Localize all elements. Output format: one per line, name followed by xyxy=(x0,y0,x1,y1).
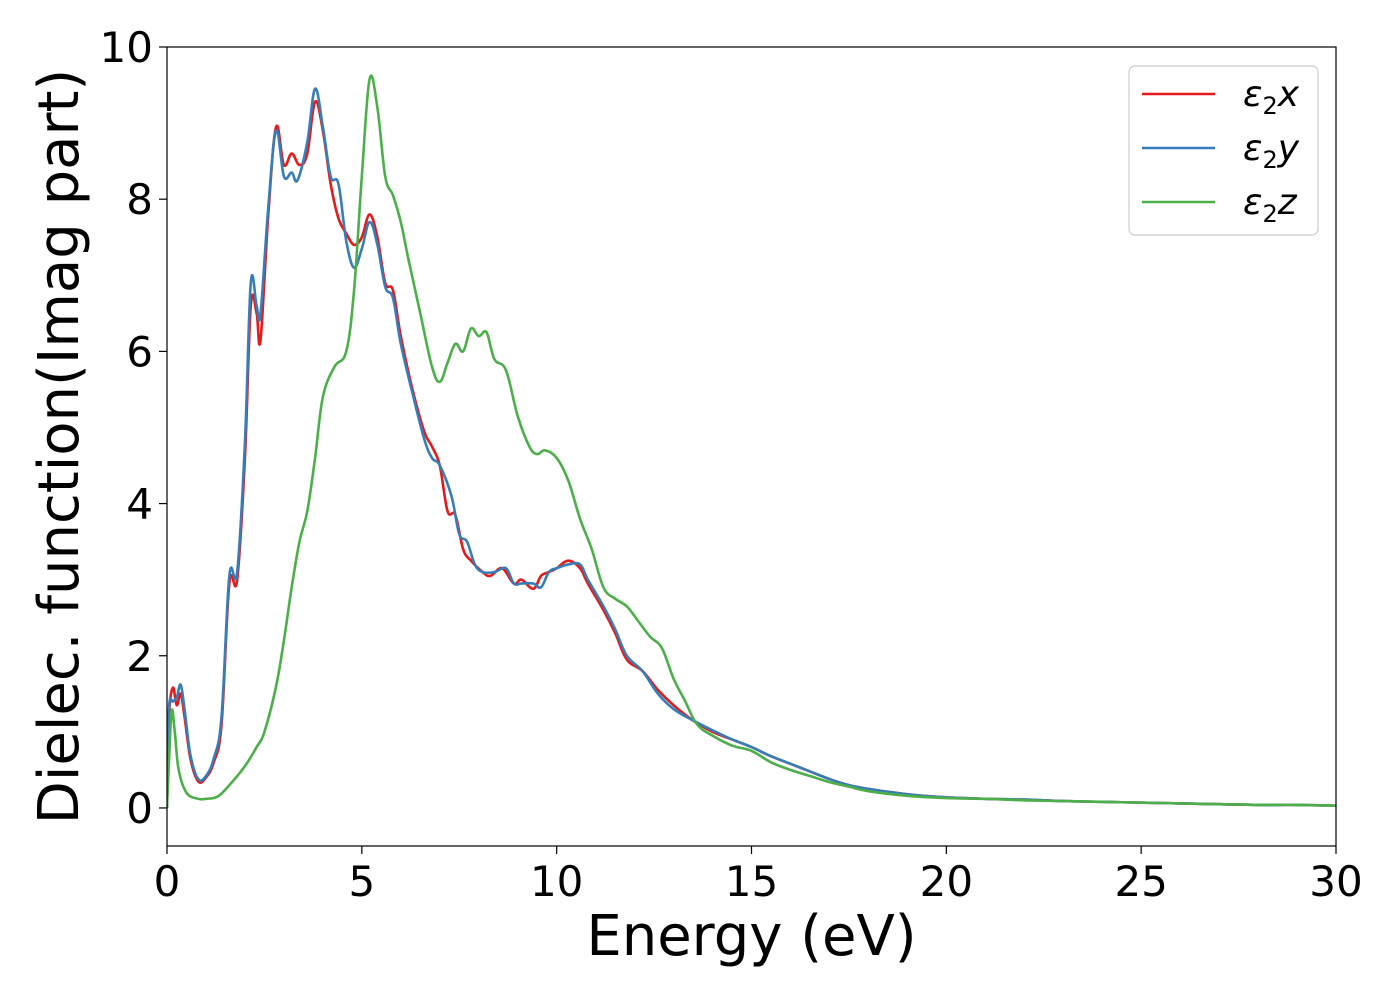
series-layer xyxy=(167,74,1336,809)
series-line-z xyxy=(167,74,1336,809)
x-tick-label: 10 xyxy=(530,857,583,906)
x-tick-label: 30 xyxy=(1309,857,1362,906)
y-tick-label: 6 xyxy=(126,327,153,376)
x-tick-label: 25 xyxy=(1114,857,1167,906)
x-axis-label: Energy (eV) xyxy=(586,904,916,969)
y-tick-label: 2 xyxy=(126,632,153,681)
legend-label-y: ε2y xyxy=(1243,128,1300,174)
y-axis: 0 2 4 6 8 10 xyxy=(100,23,167,833)
x-tick-label: 5 xyxy=(348,857,375,906)
x-tick-label: 20 xyxy=(920,857,973,906)
legend-label-z: ε2z xyxy=(1243,182,1298,228)
legend-label-x: ε2x xyxy=(1243,74,1300,120)
y-tick-label: 10 xyxy=(100,23,153,72)
legend: ε2x ε2y ε2z xyxy=(1128,65,1319,236)
y-tick-label: 4 xyxy=(126,480,153,529)
x-tick-label: 15 xyxy=(725,857,778,906)
x-tick-label: 0 xyxy=(154,857,181,906)
legend-box xyxy=(1128,65,1319,236)
y-axis-label: Dielec. function(Imag part) xyxy=(27,69,92,825)
x-axis: 0 5 10 15 20 25 30 xyxy=(154,846,1363,906)
y-tick-label: 8 xyxy=(126,175,153,224)
series-line-y xyxy=(167,87,1336,808)
y-tick-label: 0 xyxy=(126,784,153,833)
